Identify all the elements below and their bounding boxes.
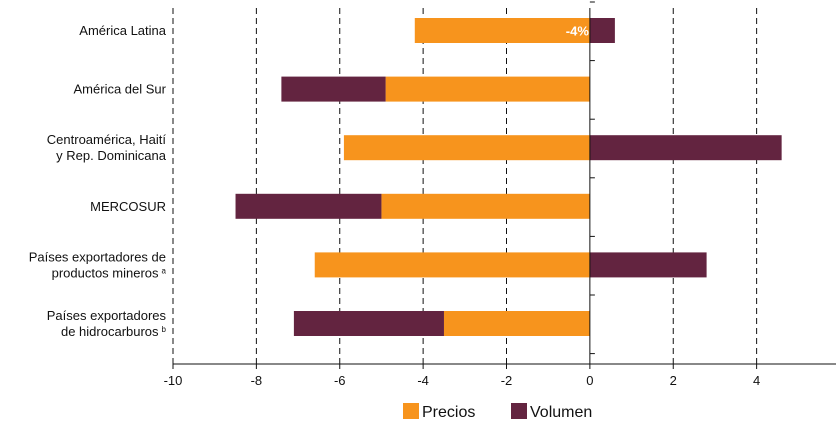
x-tick-label: 4 [753,373,760,388]
x-tick-label: -2 [501,373,513,388]
x-tick-label: -10 [164,373,183,388]
category-label: Países exportadores [47,308,167,323]
category-label: y Rep. Dominicana [56,148,167,163]
category-label: Centroamérica, Haití [47,132,167,147]
category-label: América Latina [79,23,166,38]
bar-volumen [235,193,382,219]
data-labels: -4% [566,24,590,39]
legend: Precios Volumen [403,403,592,421]
data-label: -4% [566,24,590,39]
bar-volumen [589,252,707,278]
bar-precios [414,18,590,43]
category-label: productos mineros a [52,265,167,280]
bar-precios [385,76,590,102]
legend-swatch-volumen [511,403,527,419]
category-label: MERCOSUR [90,199,166,214]
bar-volumen [589,135,782,161]
category-label: de hidrocarburos b [61,324,167,339]
axes [172,1,836,369]
bar-volumen [293,311,444,336]
bar-precios [381,193,590,219]
category-label: América del Sur [74,82,167,97]
footnote-mark: a [162,266,167,275]
grid-lines [172,8,758,364]
bar-precios [443,311,590,336]
category-label: Países exportadores de [29,249,166,264]
x-tick-label: -8 [251,373,263,388]
bar-precios [343,135,590,161]
x-tick-label: 0 [586,373,593,388]
bar-volumen [281,76,386,102]
footnote-mark: b [162,325,167,334]
legend-label-precios: Precios [422,404,475,421]
x-tick-labels: -10-8-6-4-20246 [164,373,761,388]
x-tick-label: 2 [670,373,677,388]
category-labels: América Latina América del Sur Centroaméri… [29,23,167,339]
legend-label-volumen: Volumen [530,404,592,421]
bar-volumen [589,18,615,43]
bar-precios [314,252,590,278]
x-tick-label: -4 [417,373,429,388]
x-tick-label: -6 [334,373,346,388]
legend-swatch-precios [403,403,419,419]
bars [235,18,782,336]
